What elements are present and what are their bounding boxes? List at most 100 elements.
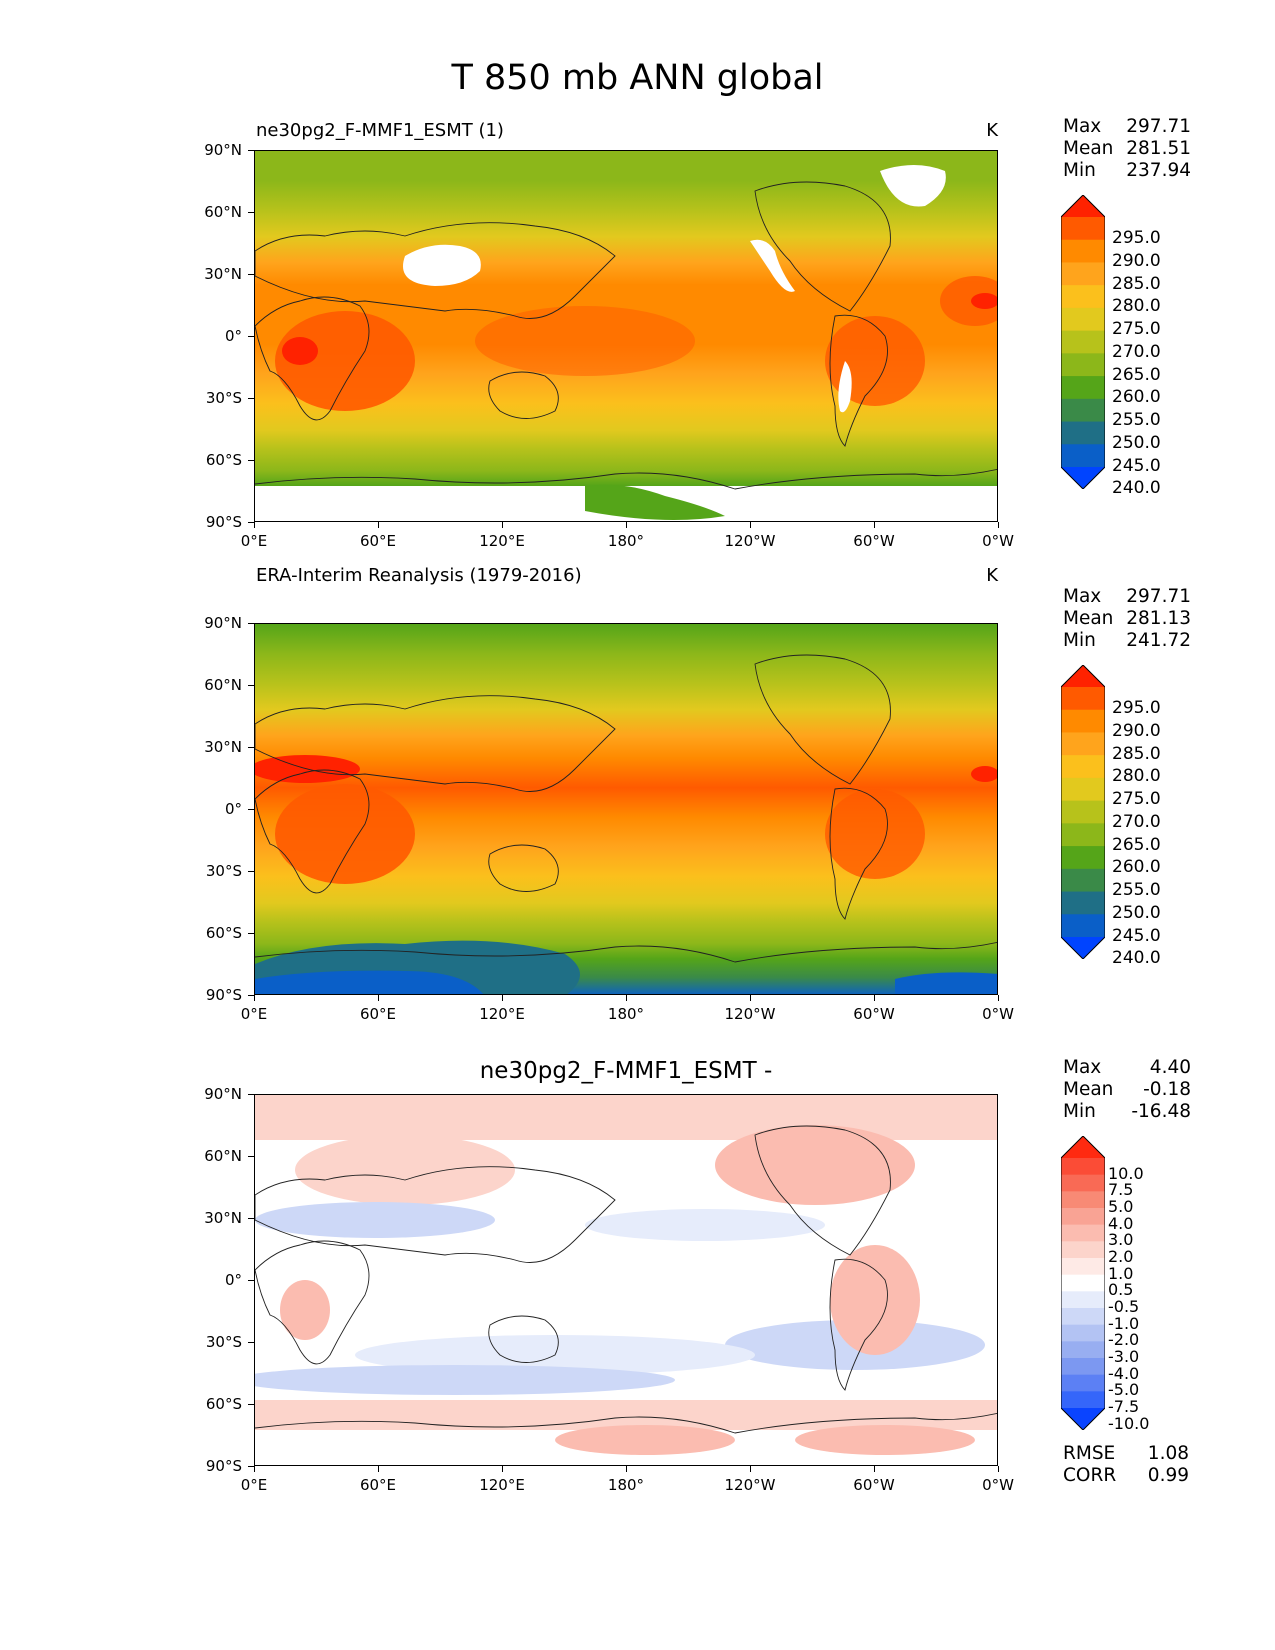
colorbar-tick-label: 240.0 — [1112, 948, 1161, 969]
lon-tick-label: 0°E — [240, 1476, 268, 1494]
lat-tick-label: 30°S — [205, 389, 242, 407]
colorbar-extend-min — [1061, 1408, 1105, 1430]
lon-tick-mark — [998, 522, 1000, 528]
lon-tick-label: 60°W — [853, 1005, 895, 1023]
colorbar-bin — [1061, 307, 1105, 332]
colorbar-bin — [1061, 262, 1105, 286]
lat-tick-mark — [248, 150, 254, 152]
stat-max: 4.40 — [1149, 1057, 1191, 1078]
lon-tick-mark — [378, 522, 380, 528]
rmse-value: 1.08 — [1147, 1443, 1189, 1464]
figure-title: T 850 mb ANN global — [451, 58, 824, 98]
stats-reference: Max 297.71 Mean 281.13 Min 241.72 — [1063, 586, 1191, 652]
colorbar-bin — [1061, 709, 1105, 733]
lon-tick-label: 0°E — [240, 1005, 268, 1023]
lon-tick-mark — [750, 522, 752, 528]
lat-tick-mark — [248, 1404, 254, 1406]
lat-tick-mark — [248, 1280, 254, 1282]
lat-tick-label: 90°S — [205, 1457, 242, 1475]
lon-tick-mark — [626, 522, 628, 528]
stats-difference: Max 4.40 Mean -0.18 Min -16.48 — [1063, 1057, 1191, 1123]
lon-tick-label: 180° — [607, 532, 645, 550]
colorbar-tick-label: 5.0 — [1108, 1197, 1134, 1216]
stat-max-label: Max — [1063, 116, 1102, 137]
lat-tick-mark — [248, 336, 254, 338]
colorbar-tick-label: -0.5 — [1108, 1297, 1140, 1316]
lat-tick-mark — [248, 995, 254, 997]
lon-tick-label: 60°W — [853, 532, 895, 550]
rmse-label: RMSE — [1063, 1443, 1116, 1464]
colorbar-tick-label: -7.5 — [1108, 1397, 1140, 1416]
stat-mean-label: Mean — [1063, 138, 1114, 159]
colorbar-tick-label: -5.0 — [1108, 1380, 1140, 1400]
colorbar-tick-label: 280.0 — [1112, 296, 1161, 317]
lon-tick-label: 180° — [607, 1476, 645, 1494]
colorbar-bin — [1061, 846, 1105, 870]
lat-tick-mark — [248, 933, 254, 935]
colorbar-bin — [1061, 239, 1105, 263]
lat-tick-label: 90°S — [205, 513, 242, 531]
colorbar-tick-label: 285.0 — [1112, 743, 1161, 764]
colorbar-tick-label: -2.0 — [1108, 1330, 1140, 1350]
stat-min-label: Min — [1063, 630, 1096, 651]
lon-tick-mark — [378, 1466, 380, 1472]
colorbar-bin — [1061, 1341, 1105, 1359]
colorbar-bin — [1061, 1174, 1105, 1192]
panel-title: ne30pg2_F-MMF1_ESMT (1) — [256, 120, 504, 141]
lat-tick-label: 30°S — [205, 1333, 242, 1351]
lat-tick-label: 30°S — [205, 862, 242, 880]
colorbar-extend-max — [1061, 195, 1105, 217]
lon-tick-label: 60°E — [359, 1005, 397, 1023]
lon-tick-mark — [874, 1466, 876, 1472]
stat-mean-label: Mean — [1063, 608, 1114, 629]
colorbar-bin — [1061, 1291, 1105, 1309]
colorbar-tick-label: 250.0 — [1112, 432, 1161, 453]
colorbar-bin — [1061, 421, 1105, 445]
lon-tick-mark — [874, 995, 876, 1001]
panel-title: ne30pg2_F-MMF1_ESMT - — [479, 1058, 773, 1084]
colorbar-bin — [1061, 1308, 1105, 1326]
lon-tick-mark — [502, 995, 504, 1001]
lon-tick-mark — [874, 522, 876, 528]
colorbar-bin — [1061, 1208, 1105, 1226]
lon-tick-label: 60°W — [853, 1476, 895, 1494]
colorbar-extend-min — [1061, 467, 1105, 489]
lon-tick-label: 60°E — [359, 1476, 397, 1494]
lat-tick-label: 90°N — [204, 141, 242, 159]
map-difference — [254, 1094, 998, 1466]
lon-tick-mark — [998, 995, 1000, 1001]
lon-tick-mark — [254, 1466, 256, 1472]
colorbar-bin — [1061, 330, 1105, 354]
colorbar-bin — [1061, 1374, 1105, 1392]
colorbar-bin — [1061, 1158, 1105, 1176]
stats-test-model: Max 297.71 Mean 281.51 Min 237.94 — [1063, 116, 1191, 182]
lon-tick-mark — [254, 522, 256, 528]
colorbar-tick-label: -3.0 — [1108, 1347, 1140, 1366]
colorbar-bin — [1061, 687, 1105, 711]
colorbar-extend-max — [1061, 665, 1105, 687]
colorbar-extend-max — [1061, 1136, 1105, 1158]
colorbar-bin — [1061, 217, 1105, 241]
lat-tick-mark — [248, 212, 254, 214]
lat-tick-label: 90°N — [204, 614, 242, 632]
stat-mean: -0.18 — [1143, 1079, 1191, 1100]
colorbar-tick-label: 2.0 — [1108, 1247, 1134, 1266]
colorbar-tick-label: 280.0 — [1112, 766, 1161, 787]
colorbar-tick-label: -1.0 — [1108, 1313, 1140, 1333]
colorbar-bin — [1061, 1191, 1105, 1209]
lat-tick-label: 60°N — [204, 1147, 242, 1165]
lat-tick-label: 0° — [224, 800, 242, 818]
colorbar-bin — [1061, 891, 1105, 915]
lat-tick-label: 60°S — [205, 924, 242, 942]
colorbar-bin — [1061, 823, 1105, 847]
stat-min-label: Min — [1063, 160, 1096, 181]
lat-tick-mark — [248, 871, 254, 873]
units-label: K — [986, 565, 998, 586]
stat-mean-label: Mean — [1063, 1079, 1114, 1100]
lon-tick-mark — [254, 995, 256, 1001]
lat-tick-label: 30°N — [204, 738, 242, 756]
colorbar-bin — [1061, 444, 1105, 468]
colorbar-tick-label: 265.0 — [1112, 834, 1161, 855]
lon-tick-mark — [502, 1466, 504, 1472]
colorbar-tick-label: 255.0 — [1112, 410, 1161, 431]
